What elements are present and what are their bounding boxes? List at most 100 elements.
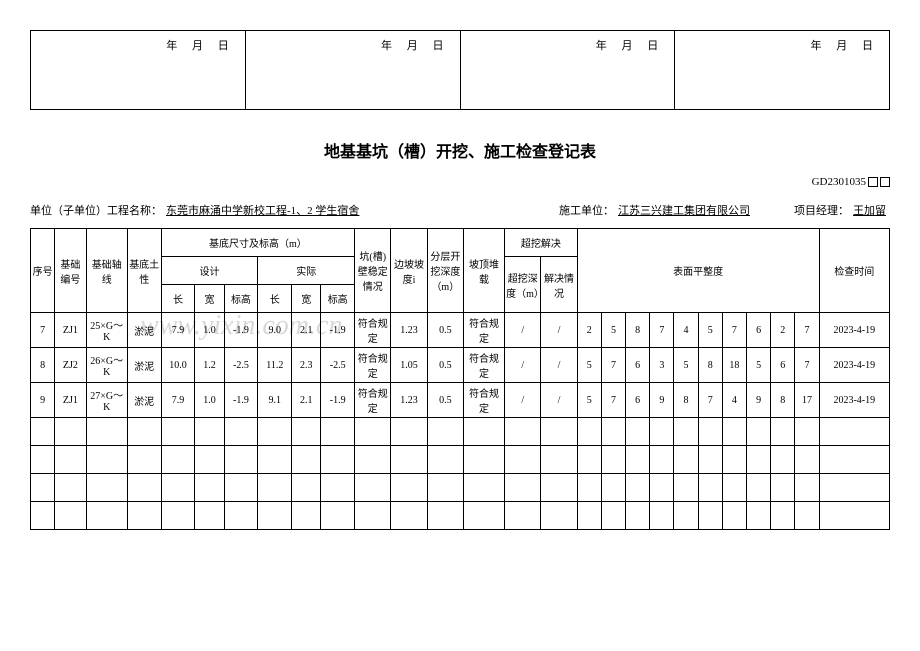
cell-empty bbox=[321, 418, 355, 446]
cell: -1.9 bbox=[224, 383, 258, 418]
cell-empty bbox=[746, 474, 770, 502]
cell-empty bbox=[674, 418, 698, 446]
year-label: 年 bbox=[381, 40, 392, 52]
h-od: 超挖深度（m） bbox=[505, 257, 541, 313]
cell-empty bbox=[577, 446, 601, 474]
cell-empty bbox=[355, 502, 391, 530]
h-design: 设计 bbox=[161, 257, 258, 285]
cell: 符合规定 bbox=[463, 313, 504, 348]
cell-empty bbox=[55, 474, 86, 502]
cell-empty bbox=[746, 446, 770, 474]
checkbox-1 bbox=[868, 177, 878, 187]
cell-empty bbox=[505, 418, 541, 446]
unit-label: 单位（子单位）工程名称： bbox=[30, 205, 162, 217]
cell-empty bbox=[161, 446, 195, 474]
cell-empty bbox=[224, 418, 258, 446]
cell-empty bbox=[722, 418, 746, 446]
cell-empty bbox=[127, 474, 161, 502]
cell: ZJ2 bbox=[55, 348, 86, 383]
cell: -1.9 bbox=[321, 313, 355, 348]
cell: 1.23 bbox=[391, 383, 427, 418]
cell: 8 bbox=[771, 383, 795, 418]
date-box-4: 年 月 日 bbox=[675, 31, 889, 109]
cell-empty bbox=[31, 418, 55, 446]
cell: 7 bbox=[601, 348, 625, 383]
cell-empty bbox=[86, 502, 127, 530]
h-basedim: 基底尺寸及标高（m） bbox=[161, 229, 355, 257]
table-row-empty bbox=[31, 474, 890, 502]
cell: 2 bbox=[577, 313, 601, 348]
cell-empty bbox=[698, 446, 722, 474]
cell-empty bbox=[819, 502, 889, 530]
h-al: 长 bbox=[258, 285, 292, 313]
cell-empty bbox=[391, 502, 427, 530]
cell: -1.9 bbox=[321, 383, 355, 418]
cell: 17 bbox=[795, 383, 819, 418]
cell-empty bbox=[31, 446, 55, 474]
cell-empty bbox=[258, 474, 292, 502]
cell: 2.1 bbox=[292, 383, 321, 418]
h-wall: 坑(槽)壁稳定情况 bbox=[355, 229, 391, 313]
form-code: GD2301035 bbox=[30, 176, 890, 188]
cell-empty bbox=[355, 474, 391, 502]
cell: 25×G～K bbox=[86, 313, 127, 348]
day-label: 日 bbox=[862, 40, 873, 52]
cell-empty bbox=[427, 502, 463, 530]
unit-field: 单位（子单位）工程名称：东莞市麻涌中学新校工程-1、2 学生宿舍 bbox=[30, 202, 363, 218]
cell-empty bbox=[601, 502, 625, 530]
cell-empty bbox=[577, 474, 601, 502]
cell-empty bbox=[674, 446, 698, 474]
cell-empty bbox=[722, 474, 746, 502]
cell-empty bbox=[601, 474, 625, 502]
cell: 1.0 bbox=[195, 383, 224, 418]
cell-empty bbox=[771, 474, 795, 502]
cell: 9 bbox=[650, 383, 674, 418]
unit-value: 东莞市麻涌中学新校工程-1、2 学生宿舍 bbox=[162, 205, 363, 217]
cell-empty bbox=[292, 474, 321, 502]
table-row: 8ZJ226×G～K淤泥10.01.2-2.511.22.3-2.5符合规定1.… bbox=[31, 348, 890, 383]
h-slope: 边坡坡度i bbox=[391, 229, 427, 313]
main-table: 序号 基础编号 基础轴线 基底土性 基底尺寸及标高（m） 坑(槽)壁稳定情况 边… bbox=[30, 228, 890, 530]
cell-empty bbox=[626, 474, 650, 502]
cell-empty bbox=[391, 418, 427, 446]
cell-empty bbox=[355, 418, 391, 446]
year-label: 年 bbox=[166, 40, 177, 52]
cell-empty bbox=[819, 474, 889, 502]
cell-empty bbox=[505, 474, 541, 502]
cell-empty bbox=[795, 474, 819, 502]
date-box-2: 年 月 日 bbox=[246, 31, 461, 109]
month-label: 月 bbox=[407, 40, 418, 52]
cell-empty bbox=[31, 474, 55, 502]
day-label: 日 bbox=[647, 40, 658, 52]
h-dw: 宽 bbox=[195, 285, 224, 313]
cell-empty bbox=[795, 418, 819, 446]
cell-empty bbox=[86, 474, 127, 502]
cell: 9 bbox=[746, 383, 770, 418]
cell: 6 bbox=[626, 383, 650, 418]
cell-empty bbox=[292, 446, 321, 474]
cell: 1.23 bbox=[391, 313, 427, 348]
cell: 5 bbox=[577, 348, 601, 383]
cell: 2023-4-19 bbox=[819, 348, 889, 383]
cell: 1.2 bbox=[195, 348, 224, 383]
cell: 5 bbox=[577, 383, 601, 418]
cell: / bbox=[541, 383, 577, 418]
cell-empty bbox=[55, 418, 86, 446]
cell-empty bbox=[86, 446, 127, 474]
h-soil: 基底土性 bbox=[127, 229, 161, 313]
cell-empty bbox=[505, 502, 541, 530]
cell: -2.5 bbox=[321, 348, 355, 383]
h-de: 标高 bbox=[224, 285, 258, 313]
cell-empty bbox=[55, 446, 86, 474]
cell-empty bbox=[195, 502, 224, 530]
cell: 0.5 bbox=[427, 383, 463, 418]
cell: 2023-4-19 bbox=[819, 313, 889, 348]
cell-empty bbox=[161, 418, 195, 446]
table-body: 7ZJ125×G～K淤泥7.91.0-1.99.02.1-1.9符合规定1.23… bbox=[31, 313, 890, 530]
cell: 符合规定 bbox=[463, 383, 504, 418]
cell: 符合规定 bbox=[355, 348, 391, 383]
cell-empty bbox=[224, 446, 258, 474]
month-label: 月 bbox=[622, 40, 633, 52]
cell-empty bbox=[321, 446, 355, 474]
cell: 7.9 bbox=[161, 313, 195, 348]
